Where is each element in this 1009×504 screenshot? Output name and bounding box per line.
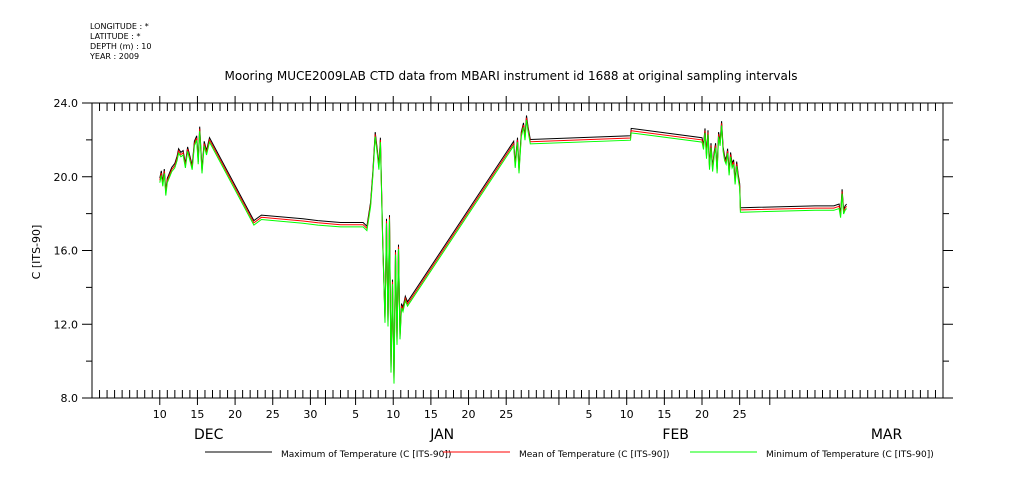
month-label: MAR <box>871 427 903 443</box>
y-tick-label: 20.0 <box>54 171 79 184</box>
meta-depth: DEPTH (m) : 10 <box>90 42 152 51</box>
y-tick-label: 24.0 <box>54 97 79 110</box>
y-tick-label: 12.0 <box>54 318 79 331</box>
x-tick-label: 20 <box>462 408 476 421</box>
month-label: FEB <box>662 427 689 443</box>
x-tick-label: 25 <box>733 408 747 421</box>
meta-year: YEAR : 2009 <box>90 52 140 61</box>
x-tick-label: 5 <box>352 408 359 421</box>
y-tick-label: 8.0 <box>61 392 79 405</box>
legend: Maximum of Temperature (C [ITS-90]) Mean … <box>205 450 934 460</box>
metadata-block: LONGITUDE : * LATITUDE : * DEPTH (m) : 1… <box>90 22 151 62</box>
x-tick-label: 10 <box>620 408 634 421</box>
x-tick-label: 10 <box>386 408 400 421</box>
chart-title: Mooring MUCE2009LAB CTD data from MBARI … <box>225 69 798 83</box>
legend-label: Maximum of Temperature (C [ITS-90]) <box>281 450 451 460</box>
x-tick-label: 30 <box>303 408 317 421</box>
y-tick-label: 16.0 <box>54 245 79 258</box>
x-tick-label: 15 <box>424 408 438 421</box>
x-tick-label: 25 <box>499 408 513 421</box>
month-label: DEC <box>194 427 224 443</box>
series-line <box>159 115 847 380</box>
x-tick-label: 15 <box>190 408 204 421</box>
month-label: JAN <box>429 427 454 443</box>
x-tick-label: 20 <box>695 408 709 421</box>
y-axis-label: C [ITS-90] <box>30 225 43 280</box>
x-tick-label: 20 <box>228 408 242 421</box>
series-lines <box>159 115 847 384</box>
meta-latitude: LATITUDE : * <box>90 32 141 41</box>
x-tick-label: 15 <box>657 408 671 421</box>
axes: 10 15 20 25 30 5 10 15 20 25 5 10 15 20 25 DEC JAN FEB MAR… <box>54 96 953 443</box>
x-tick-label: 25 <box>266 408 280 421</box>
legend-label: Mean of Temperature (C [ITS-90]) <box>519 450 670 460</box>
meta-longitude: LONGITUDE : * <box>90 22 149 31</box>
legend-label: Minimum of Temperature (C [ITS-90]) <box>766 450 934 460</box>
series-line <box>159 119 847 384</box>
x-tick-label: 5 <box>586 408 593 421</box>
x-tick-label: 10 <box>153 408 167 421</box>
